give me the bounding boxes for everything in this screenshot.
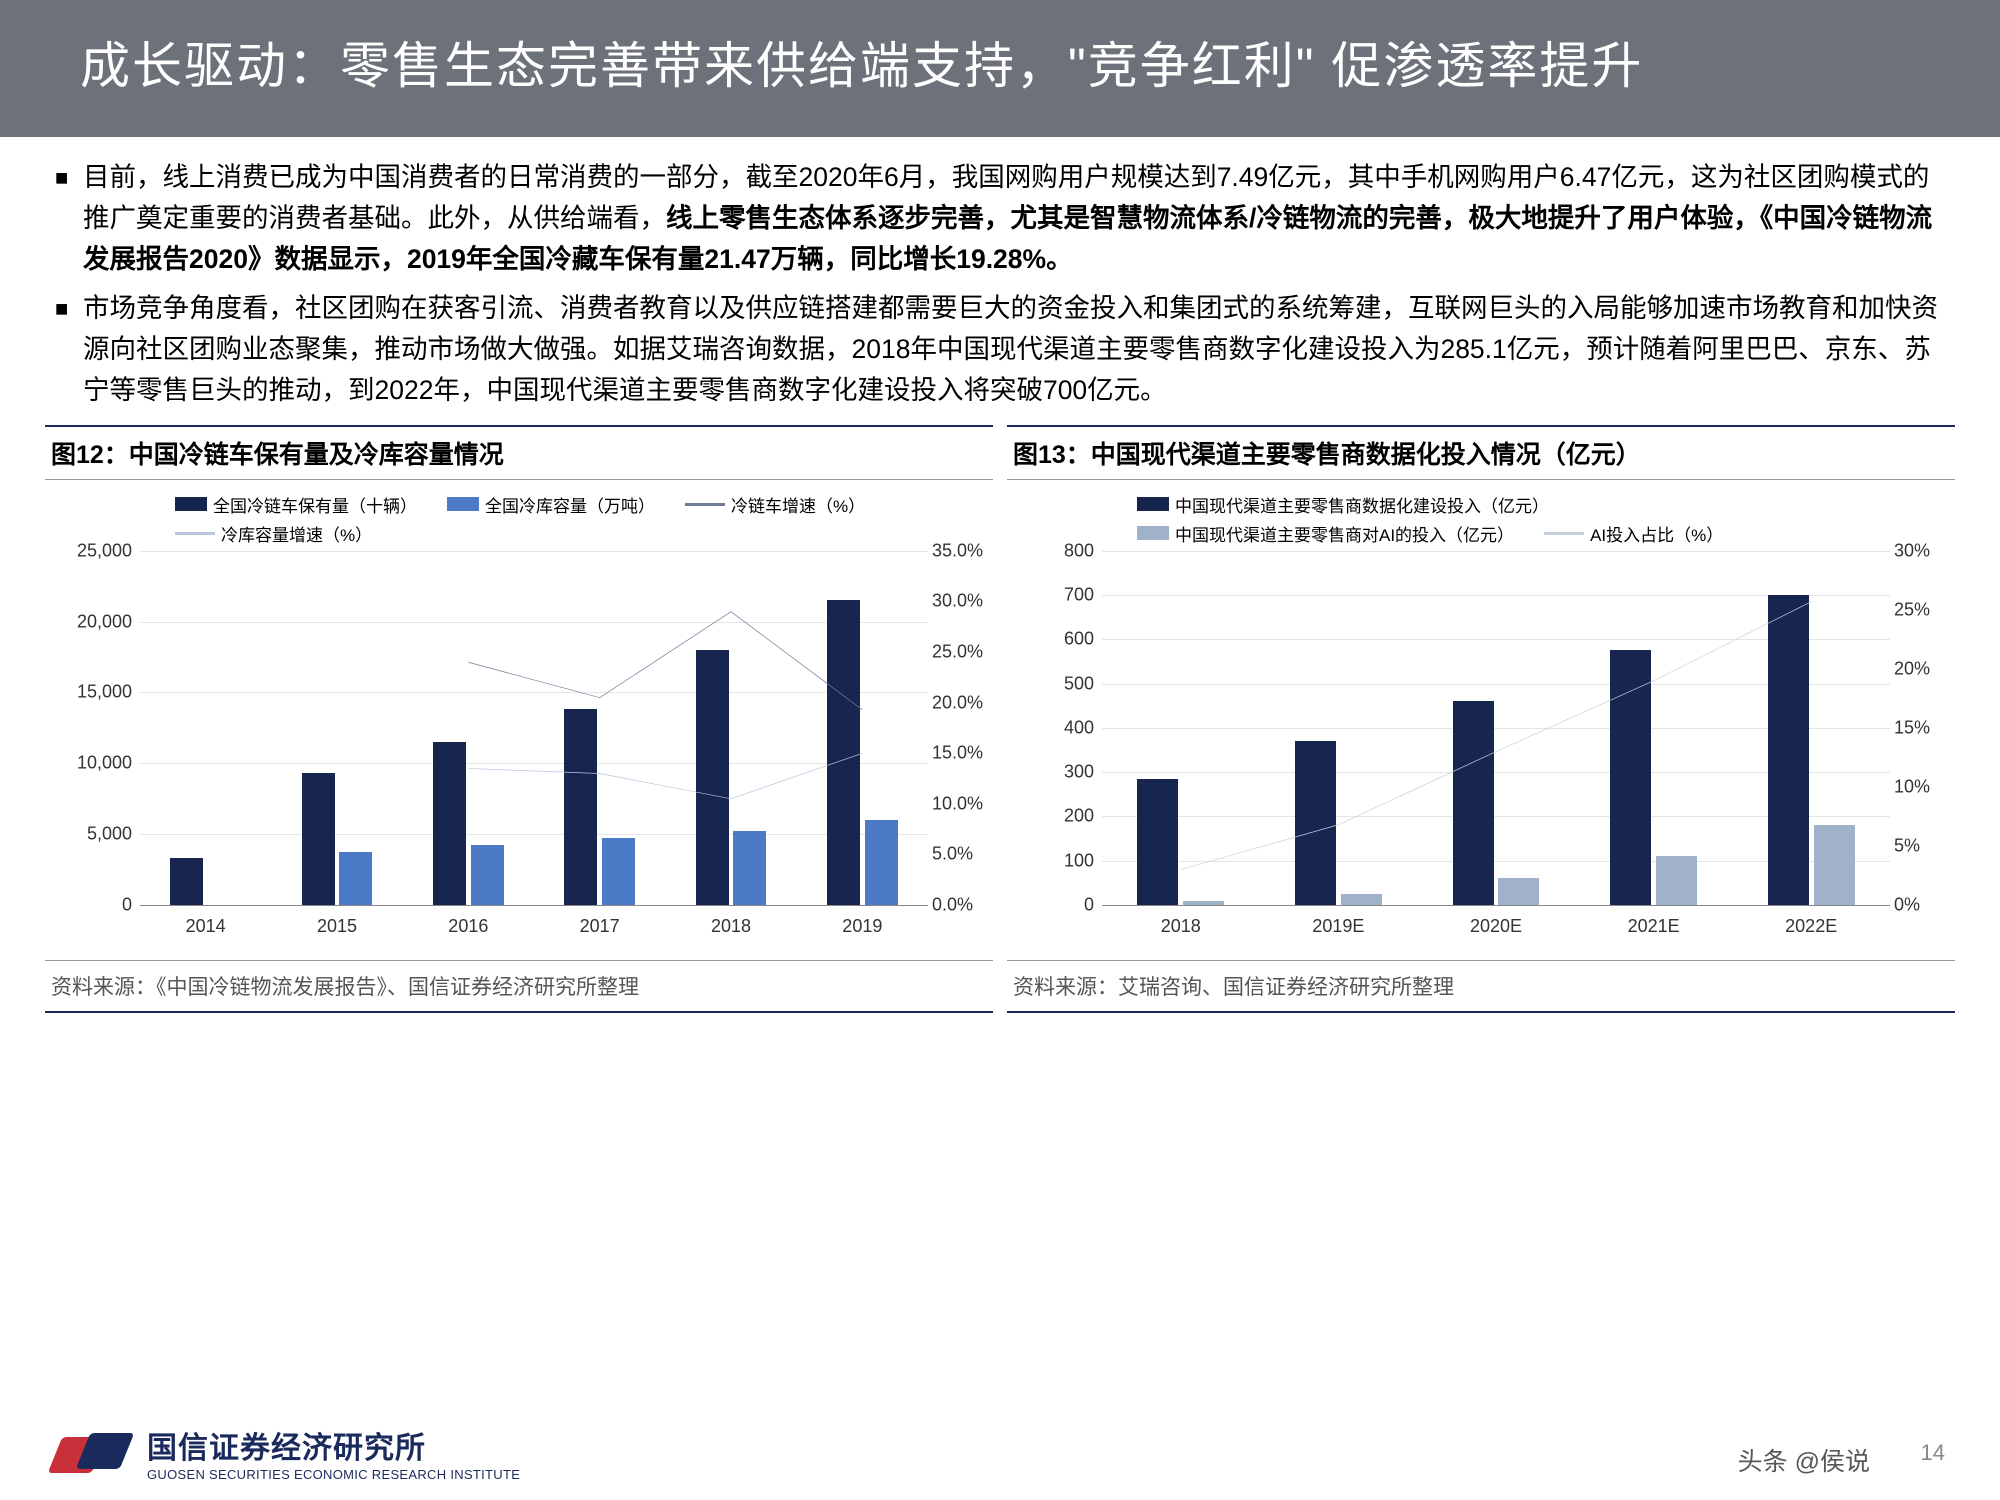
bullet-marker: ■ <box>55 288 83 411</box>
chart13-source: 资料来源：艾瑞咨询、国信证券经济研究所整理 <box>1013 971 1949 1001</box>
bullet-2: ■ 市场竞争角度看，社区团购在获客引流、消费者教育以及供应链搭建都需要巨大的资金… <box>55 288 1945 411</box>
y2-axis-tick: 15% <box>1894 717 1952 738</box>
watermark: 头条 @侯说 <box>1738 1442 1870 1478</box>
x-axis-tick: 2019E <box>1312 916 1364 937</box>
y2-axis-tick: 35.0% <box>932 540 990 561</box>
y-axis-tick: 400 <box>1012 717 1094 738</box>
logo-mark <box>55 1429 133 1477</box>
x-axis-tick: 2020E <box>1470 916 1522 937</box>
legend-item: 全国冷库容量（万吨） <box>447 492 655 517</box>
x-axis-tick: 2017 <box>580 916 620 937</box>
chart12-source: 资料来源：《中国冷链物流发展报告》、国信证券经济研究所整理 <box>51 971 987 1001</box>
y-axis-tick: 20,000 <box>50 611 132 632</box>
slide-title: 成长驱动：零售生态完善带来供给端支持，"竞争红利" 促渗透率提升 <box>0 0 2000 137</box>
legend-item: 冷链车增速（%） <box>685 492 865 517</box>
chart-13: 图13：中国现代渠道主要零售商数据化投入情况（亿元） 0 100 200 300 400… <box>1007 425 1955 1013</box>
y-axis-tick: 200 <box>1012 806 1094 827</box>
y2-axis-tick: 0% <box>1894 894 1952 915</box>
y2-axis-tick: 10% <box>1894 776 1952 797</box>
chart-legend: 中国现代渠道主要零售商数据化建设投入（亿元） 中国现代渠道主要零售商对AI的投入（… <box>1137 492 1885 546</box>
y-axis-tick: 500 <box>1012 673 1094 694</box>
chart12-title: 图12：中国冷链车保有量及冷库容量情况 <box>51 435 987 471</box>
y2-axis-tick: 20.0% <box>932 692 990 713</box>
chart-legend: 全国冷链车保有量（十辆） 全国冷库容量（万吨） 冷链车增速（%） 冷库容量增速（%） <box>175 492 923 546</box>
y-axis-tick: 600 <box>1012 629 1094 650</box>
y-axis-tick: 700 <box>1012 585 1094 606</box>
x-axis-tick: 2018 <box>1161 916 1201 937</box>
y2-axis-tick: 10.0% <box>932 793 990 814</box>
y-axis-tick: 25,000 <box>50 540 132 561</box>
x-axis-tick: 2021E <box>1628 916 1680 937</box>
legend-item: 全国冷链车保有量（十辆） <box>175 492 417 517</box>
y2-axis-tick: 5% <box>1894 835 1952 856</box>
y2-axis-tick: 30.0% <box>932 591 990 612</box>
x-axis-tick: 2014 <box>186 916 226 937</box>
logo-cn: 国信证券经济研究所 <box>147 1423 520 1467</box>
y2-axis-tick: 30% <box>1894 540 1952 561</box>
y2-axis-tick: 25% <box>1894 599 1952 620</box>
footer: 国信证券经济研究所 GUOSEN SECURITIES ECONOMIC RES… <box>55 1423 1945 1482</box>
y2-axis-tick: 5.0% <box>932 844 990 865</box>
bullet-1: ■ 目前，线上消费已成为中国消费者的日常消费的一部分，截至2020年6月，我国网… <box>55 157 1945 280</box>
chart-12: 图12：中国冷链车保有量及冷库容量情况 0 5,000 10,000 15,000 20… <box>45 425 993 1013</box>
body-text: ■ 目前，线上消费已成为中国消费者的日常消费的一部分，截至2020年6月，我国网… <box>0 137 2000 425</box>
y-axis-tick: 0 <box>1012 894 1094 915</box>
y-axis-tick: 15,000 <box>50 682 132 703</box>
logo: 国信证券经济研究所 GUOSEN SECURITIES ECONOMIC RES… <box>55 1423 520 1482</box>
y-axis-tick: 5,000 <box>50 824 132 845</box>
y2-axis-tick: 0.0% <box>932 894 990 915</box>
y2-axis-tick: 15.0% <box>932 743 990 764</box>
y2-axis-tick: 20% <box>1894 658 1952 679</box>
x-axis-tick: 2018 <box>711 916 751 937</box>
y-axis-tick: 10,000 <box>50 753 132 774</box>
y-axis-tick: 100 <box>1012 850 1094 871</box>
y-axis-tick: 300 <box>1012 762 1094 783</box>
y-axis-tick: 800 <box>1012 540 1094 561</box>
legend-item: AI投入占比（%） <box>1544 521 1723 546</box>
x-axis-tick: 2019 <box>842 916 882 937</box>
page-number: 14 <box>1921 1440 1945 1466</box>
logo-en: GUOSEN SECURITIES ECONOMIC RESEARCH INST… <box>147 1467 520 1482</box>
x-axis-tick: 2022E <box>1785 916 1837 937</box>
para2: 市场竞争角度看，社区团购在获客引流、消费者教育以及供应链搭建都需要巨大的资金投入… <box>83 288 1945 411</box>
y2-axis-tick: 25.0% <box>932 642 990 663</box>
legend-item: 中国现代渠道主要零售商对AI的投入（亿元） <box>1137 521 1514 546</box>
legend-item: 冷库容量增速（%） <box>175 521 372 546</box>
bullet-marker: ■ <box>55 157 83 280</box>
x-axis-tick: 2016 <box>448 916 488 937</box>
chart13-title: 图13：中国现代渠道主要零售商数据化投入情况（亿元） <box>1013 435 1949 471</box>
legend-item: 中国现代渠道主要零售商数据化建设投入（亿元） <box>1137 492 1549 517</box>
x-axis-tick: 2015 <box>317 916 357 937</box>
y-axis-tick: 0 <box>50 894 132 915</box>
